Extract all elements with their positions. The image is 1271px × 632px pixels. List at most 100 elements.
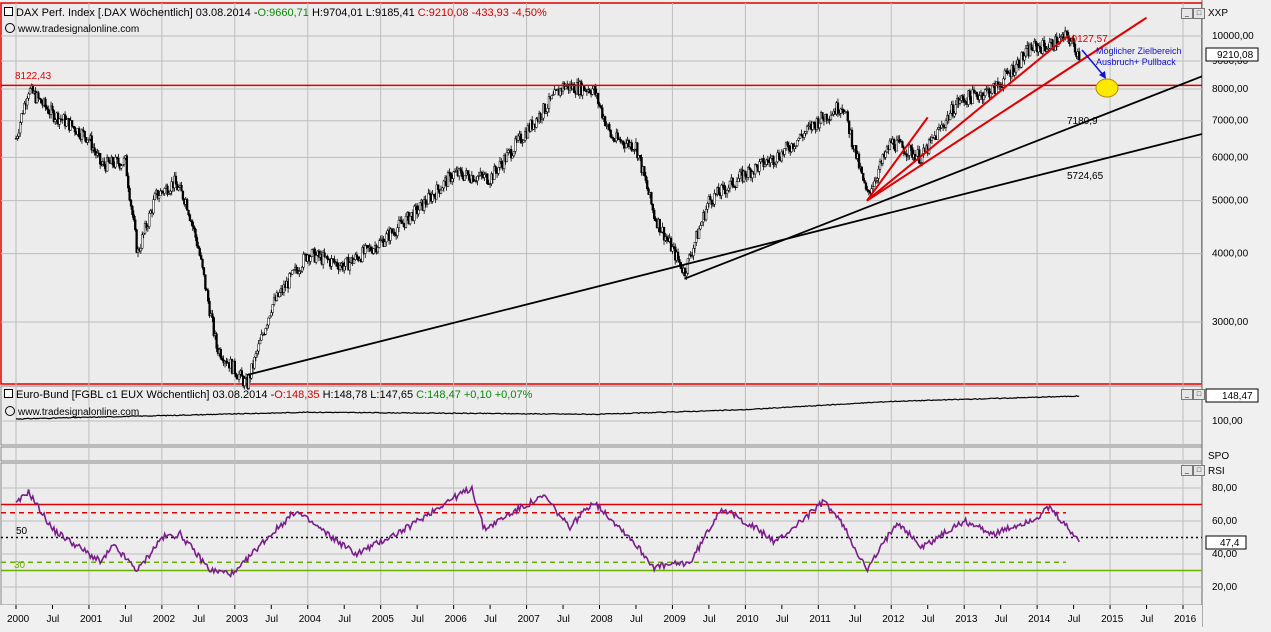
candle-body [1048, 42, 1051, 49]
candle-body [884, 151, 887, 158]
candle-body [163, 188, 166, 194]
candle-body [336, 261, 339, 267]
candle-body [967, 90, 970, 105]
candle-body [725, 189, 729, 194]
candle-body [669, 237, 673, 252]
candle-body [608, 123, 611, 131]
candle-body [839, 108, 842, 114]
candle-body [1044, 46, 1047, 52]
collapse-icon[interactable] [4, 7, 13, 16]
candle-body [84, 137, 88, 143]
x-tick-label: Jul [338, 614, 351, 625]
collapse-icon[interactable] [4, 389, 13, 398]
candle-body [1028, 44, 1032, 57]
candle-body [545, 111, 548, 114]
x-tick-label: 2002 [153, 614, 176, 625]
x-tick-label: 2013 [955, 614, 978, 625]
candle-body [404, 216, 408, 228]
candle-body [302, 253, 305, 268]
minimize-button[interactable]: _ [1181, 8, 1193, 19]
candle-body [704, 208, 708, 221]
candle-body [233, 360, 236, 375]
candle-body [385, 233, 388, 243]
candle-body [205, 288, 208, 291]
candle-body [72, 125, 75, 128]
candle-body [842, 109, 845, 114]
x-tick-label: Jul [703, 614, 716, 625]
candle-body [357, 256, 360, 261]
x-tick-label: Jul [922, 614, 935, 625]
candle-body [146, 226, 149, 229]
candle-body [215, 333, 218, 349]
candle-body [639, 154, 642, 158]
candle-body [829, 115, 833, 121]
candle-body [646, 180, 649, 189]
candle-body [1065, 30, 1068, 33]
candle-body [660, 231, 663, 234]
x-tick-label: 2000 [7, 614, 30, 625]
candle-body [812, 121, 816, 125]
candle-body [1023, 55, 1026, 61]
x-tick-label: 2011 [809, 614, 831, 625]
candle-body [1002, 78, 1005, 88]
candle-body [930, 137, 934, 141]
candle-body [476, 176, 479, 182]
candle-body [786, 142, 789, 146]
candle-body [1066, 31, 1070, 39]
candle-body [267, 317, 270, 326]
candle-body [142, 232, 145, 236]
target-zone-marker [1095, 78, 1119, 98]
candle-body [27, 93, 30, 99]
maximize-button[interactable]: □ [1193, 8, 1205, 19]
candle-body [1030, 44, 1033, 50]
candle-body [971, 89, 974, 104]
x-tick-label: 2014 [1028, 614, 1051, 625]
candle-body [131, 205, 134, 215]
candle-body [1019, 66, 1022, 69]
candle-body [82, 129, 85, 132]
candle-body [326, 255, 329, 260]
candle-body [552, 94, 555, 96]
candle-body [80, 129, 84, 140]
bund-open: O:148,35 [274, 389, 320, 401]
rsi-current-label: 47,4 [1220, 538, 1240, 549]
candle-body [553, 89, 556, 95]
candle-body [898, 138, 901, 142]
candle-body [70, 120, 74, 127]
minimize-button[interactable]: _ [1181, 389, 1193, 400]
candle-body [908, 144, 911, 156]
y-tick-label: 80,00 [1212, 483, 1237, 494]
candle-body [115, 156, 119, 159]
candle-body [424, 199, 427, 205]
minimize-button[interactable]: _ [1181, 465, 1193, 476]
candle-body [1014, 63, 1018, 73]
candle-body [198, 248, 201, 256]
x-tick-label: 2016 [1174, 614, 1197, 625]
candle-body [408, 216, 412, 225]
spo-label: SPO [1208, 451, 1229, 462]
candle-body [344, 258, 347, 267]
candle-body [710, 199, 713, 205]
candle-body [953, 113, 956, 117]
candle-body [272, 297, 276, 305]
candle-body [497, 167, 500, 174]
candle-body [135, 229, 138, 253]
candle-body [219, 349, 222, 359]
candle-body [693, 241, 697, 249]
x-tick-label: 2006 [445, 614, 468, 625]
candle-body [665, 236, 668, 240]
candle-body [254, 353, 258, 358]
maximize-button[interactable]: □ [1193, 465, 1205, 476]
candle-body [511, 155, 514, 159]
candle-body [762, 158, 765, 167]
candle-body [16, 136, 19, 139]
candle-body [141, 234, 144, 249]
arrow-head-icon [1099, 71, 1106, 79]
maximize-button[interactable]: □ [1193, 389, 1205, 400]
candle-body [636, 142, 639, 159]
candle-body [379, 239, 382, 242]
candle-body [1072, 38, 1075, 45]
candle-body [862, 172, 865, 181]
rsi-panel [0, 462, 1203, 606]
